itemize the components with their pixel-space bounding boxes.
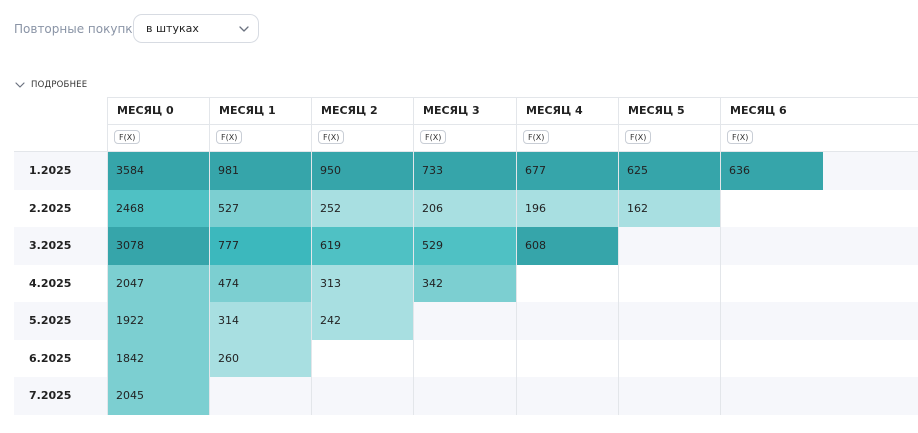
cohort-cell: 981 [210, 152, 311, 190]
cohort-row-label: 3.2025 [29, 239, 72, 253]
cohort-cell: 314 [210, 302, 311, 340]
cohort-row-label: 6.2025 [29, 351, 72, 365]
cohort-cell: 252 [312, 189, 413, 227]
column-divider [720, 97, 721, 415]
column-divider [107, 97, 108, 415]
formula-button[interactable]: F(X) [523, 130, 550, 144]
column-header: МЕСЯЦ 0 [117, 104, 174, 117]
chevron-down-icon [15, 82, 25, 88]
column-header: МЕСЯЦ 2 [321, 104, 378, 117]
cohort-cell: 625 [619, 152, 720, 190]
cohort-cell: 3584 [108, 152, 209, 190]
column-header: МЕСЯЦ 6 [730, 104, 787, 117]
column-divider [413, 97, 414, 415]
filter-label: Повторные покупки [14, 22, 141, 36]
column-divider [516, 97, 517, 415]
cohort-cell: 342 [414, 264, 516, 302]
cohort-cell: 2047 [108, 264, 209, 302]
column-divider [209, 97, 210, 415]
cohort-row-label: 4.2025 [29, 276, 72, 290]
cohort-row-label: 5.2025 [29, 314, 72, 328]
column-header: МЕСЯЦ 3 [423, 104, 480, 117]
cohort-cell: 619 [312, 227, 413, 265]
cohort-cell: 162 [619, 189, 720, 227]
formula-button[interactable]: F(X) [114, 130, 141, 144]
cohort-cell: 1922 [108, 302, 209, 340]
cohort-cell: 3078 [108, 227, 209, 265]
cohort-cell: 196 [517, 189, 618, 227]
cohort-cell: 2468 [108, 189, 209, 227]
cohort-cell: 2045 [108, 377, 209, 415]
column-divider [618, 97, 619, 415]
cohort-cell: 529 [414, 227, 516, 265]
cohort-cell: 474 [210, 264, 311, 302]
units-select-value: в штуках [146, 22, 199, 35]
cohort-cell: 206 [414, 189, 516, 227]
cohort-cell: 677 [517, 152, 618, 190]
formula-button[interactable]: F(X) [216, 130, 243, 144]
table-divider [108, 124, 918, 125]
cohort-cell: 313 [312, 264, 413, 302]
column-header: МЕСЯЦ 5 [628, 104, 685, 117]
cohort-row-label: 1.2025 [29, 164, 72, 178]
column-header: МЕСЯЦ 1 [219, 104, 276, 117]
cohort-row-label: 2.2025 [29, 201, 72, 215]
cohort-cell: 260 [210, 339, 311, 377]
formula-button[interactable]: F(X) [420, 130, 447, 144]
cohort-cell: 636 [721, 152, 823, 190]
details-toggle[interactable]: ПОДРОБНЕЕ [14, 78, 87, 92]
cohort-cell: 733 [414, 152, 516, 190]
cohort-row-label: 7.2025 [29, 389, 72, 403]
units-select[interactable]: в штуках [133, 14, 259, 43]
cohort-cell: 777 [210, 227, 311, 265]
cohort-cell: 950 [312, 152, 413, 190]
formula-button[interactable]: F(X) [318, 130, 345, 144]
cohort-cell: 1842 [108, 339, 209, 377]
column-divider [311, 97, 312, 415]
chevron-down-icon [239, 26, 249, 32]
table-divider [108, 97, 918, 98]
formula-button[interactable]: F(X) [625, 130, 652, 144]
details-label: ПОДРОБНЕЕ [31, 80, 88, 90]
table-divider [14, 151, 918, 152]
cohort-cell: 242 [312, 302, 413, 340]
column-header: МЕСЯЦ 4 [526, 104, 583, 117]
cohort-cell: 527 [210, 189, 311, 227]
formula-button[interactable]: F(X) [727, 130, 754, 144]
cohort-cell: 608 [517, 227, 618, 265]
